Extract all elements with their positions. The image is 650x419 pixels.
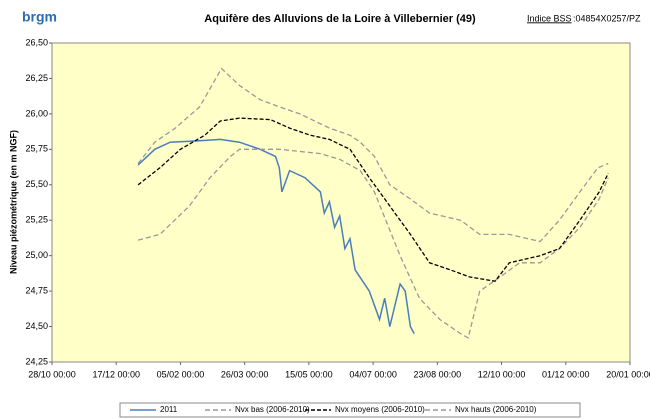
y-tick-label: 24,25 [25, 356, 48, 366]
y-tick-label: 25,50 [25, 179, 48, 189]
x-tick-label: 15/05 00:00 [285, 369, 333, 379]
x-tick-label: 17/12 00:00 [92, 369, 140, 379]
x-tick-label: 04/07 00:00 [349, 369, 397, 379]
series-line [137, 117, 609, 282]
x-tick-label: 12/10 00:00 [478, 369, 526, 379]
y-tick-label: 25,00 [25, 250, 48, 260]
legend-label: Nvx hauts (2006-2010) [455, 405, 537, 414]
legend [119, 402, 581, 418]
y-tick-label: 25,25 [25, 215, 48, 225]
y-tick-label: 25,75 [25, 144, 48, 154]
x-tick-label: 26/03 00:00 [221, 369, 269, 379]
y-tick-label: 26,50 [25, 37, 48, 47]
series-line [137, 67, 609, 243]
logo: brgm [22, 9, 57, 25]
x-tick-label: 28/10 00:00 [28, 369, 76, 379]
series-line [137, 138, 415, 334]
chart-title: Aquifère des Alluvions de la Loire à Vil… [204, 13, 476, 25]
y-axis-label: Niveau piézométrique (en m NGF) [8, 130, 18, 274]
bss-label: Indice BSS [527, 13, 572, 23]
legend-label: 2011 [160, 405, 178, 414]
y-tick-label: 26,00 [25, 108, 48, 118]
y-tick-label: 24,75 [25, 285, 48, 295]
plot-area [51, 42, 631, 363]
x-tick-label: 05/02 00:00 [157, 369, 205, 379]
y-tick-label: 26,25 [25, 73, 48, 83]
bss-value: :04854X0257/PZ [573, 13, 641, 23]
x-tick-label: 01/12 00:00 [542, 369, 590, 379]
legend-label: Nvx bas (2006-2010) [235, 405, 310, 414]
y-tick-label: 24,50 [25, 321, 48, 331]
x-tick-label: 20/01 00:00 [606, 369, 650, 379]
series-line [137, 148, 609, 339]
x-tick-label: 23/08 00:00 [414, 369, 462, 379]
legend-label: Nvx moyens (2006-2010) [335, 405, 425, 414]
